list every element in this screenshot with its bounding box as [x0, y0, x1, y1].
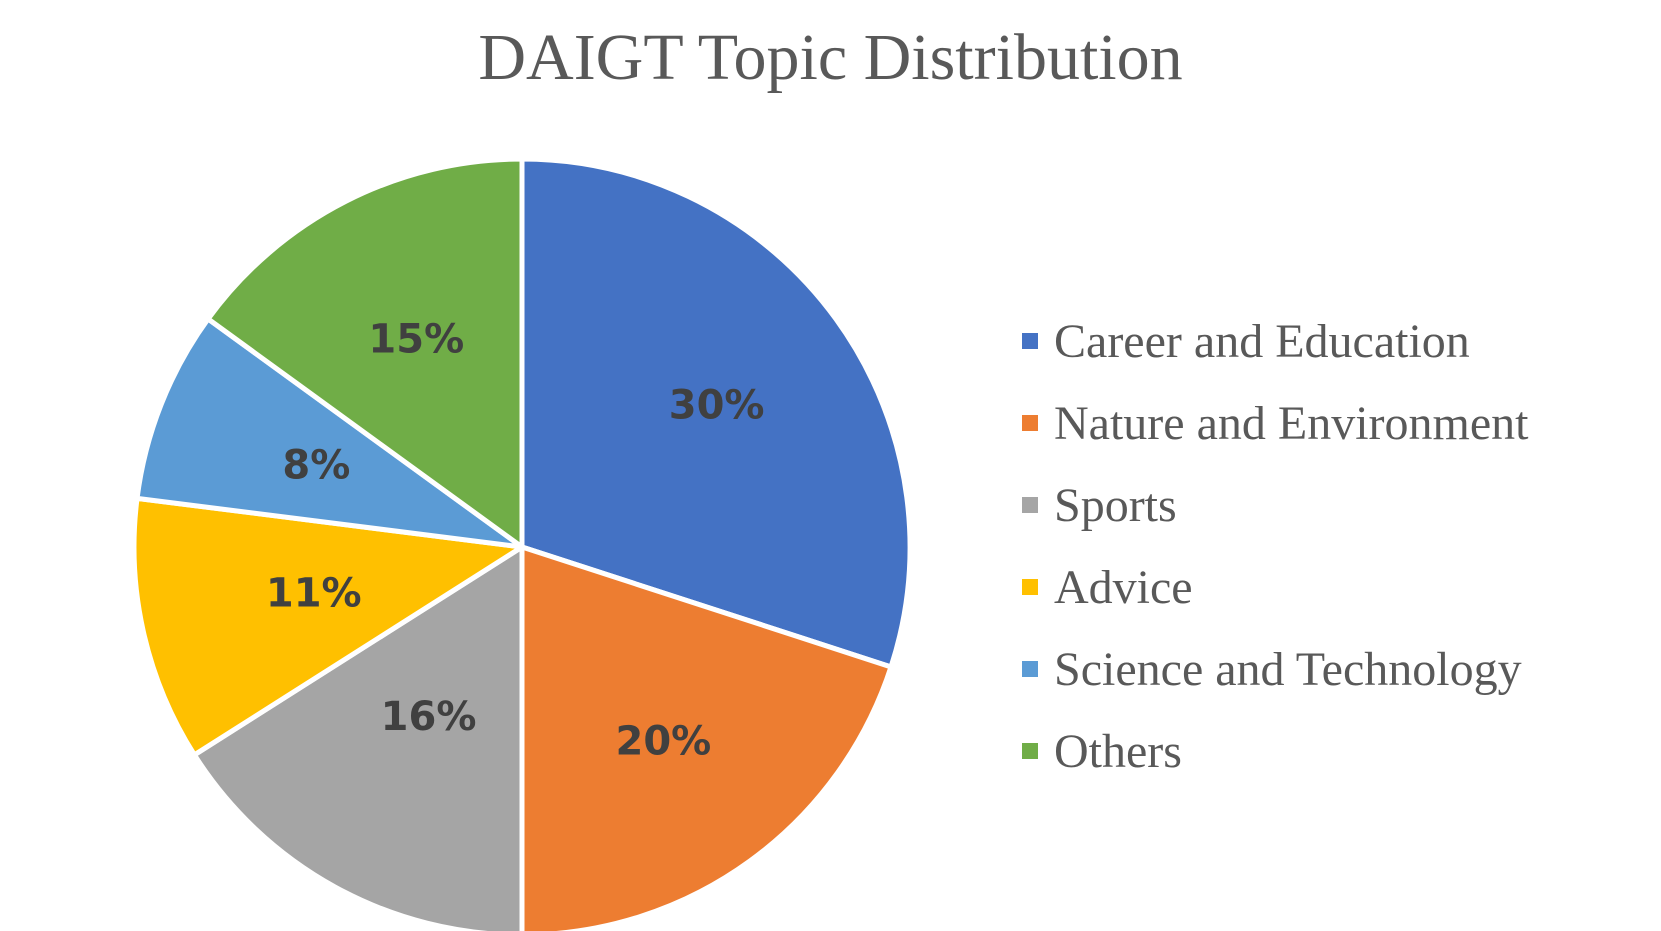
legend-label: Science and Technology	[1054, 642, 1522, 696]
legend-swatch	[1022, 579, 1038, 595]
legend-label: Career and Education	[1054, 314, 1470, 368]
legend-swatch	[1022, 497, 1038, 513]
legend-swatch	[1022, 333, 1038, 349]
legend-swatch	[1022, 415, 1038, 431]
pie-slice-others	[205, 156, 525, 550]
pie-slice-nature-and-environment	[519, 544, 894, 931]
legend-swatch	[1022, 661, 1038, 677]
chart-title: DAIGT Topic Distribution	[478, 21, 1183, 94]
pie-data-labels: 30% 20% 16% 11% 8% 15%	[266, 317, 765, 765]
legend-item: Nature and Environment	[1022, 382, 1642, 464]
legend-label: Sports	[1054, 478, 1177, 532]
legend-item: Science and Technology	[1022, 628, 1642, 710]
pie-slices	[131, 156, 913, 931]
legend-item: Sports	[1022, 464, 1642, 546]
legend-label: Advice	[1054, 560, 1193, 614]
data-label-others: 15%	[368, 317, 464, 363]
pie-slice-advice	[131, 495, 525, 758]
legend: Career and Education Nature and Environme…	[1022, 300, 1642, 792]
legend-item: Others	[1022, 710, 1642, 792]
data-label-advice: 11%	[266, 571, 362, 617]
legend-swatch	[1022, 743, 1038, 759]
legend-label: Others	[1054, 724, 1182, 778]
data-label-science-and-technology: 8%	[282, 443, 350, 489]
legend-label: Nature and Environment	[1054, 396, 1529, 450]
legend-item: Career and Education	[1022, 300, 1642, 382]
legend-item: Advice	[1022, 546, 1642, 628]
data-label-sports: 16%	[381, 694, 477, 740]
pie-slice-career-and-education	[519, 156, 913, 670]
data-label-nature-and-environment: 20%	[616, 719, 712, 765]
pie-slice-science-and-technology	[134, 316, 525, 550]
data-label-career-and-education: 30%	[669, 383, 765, 429]
pie-slice-sports	[191, 544, 525, 931]
